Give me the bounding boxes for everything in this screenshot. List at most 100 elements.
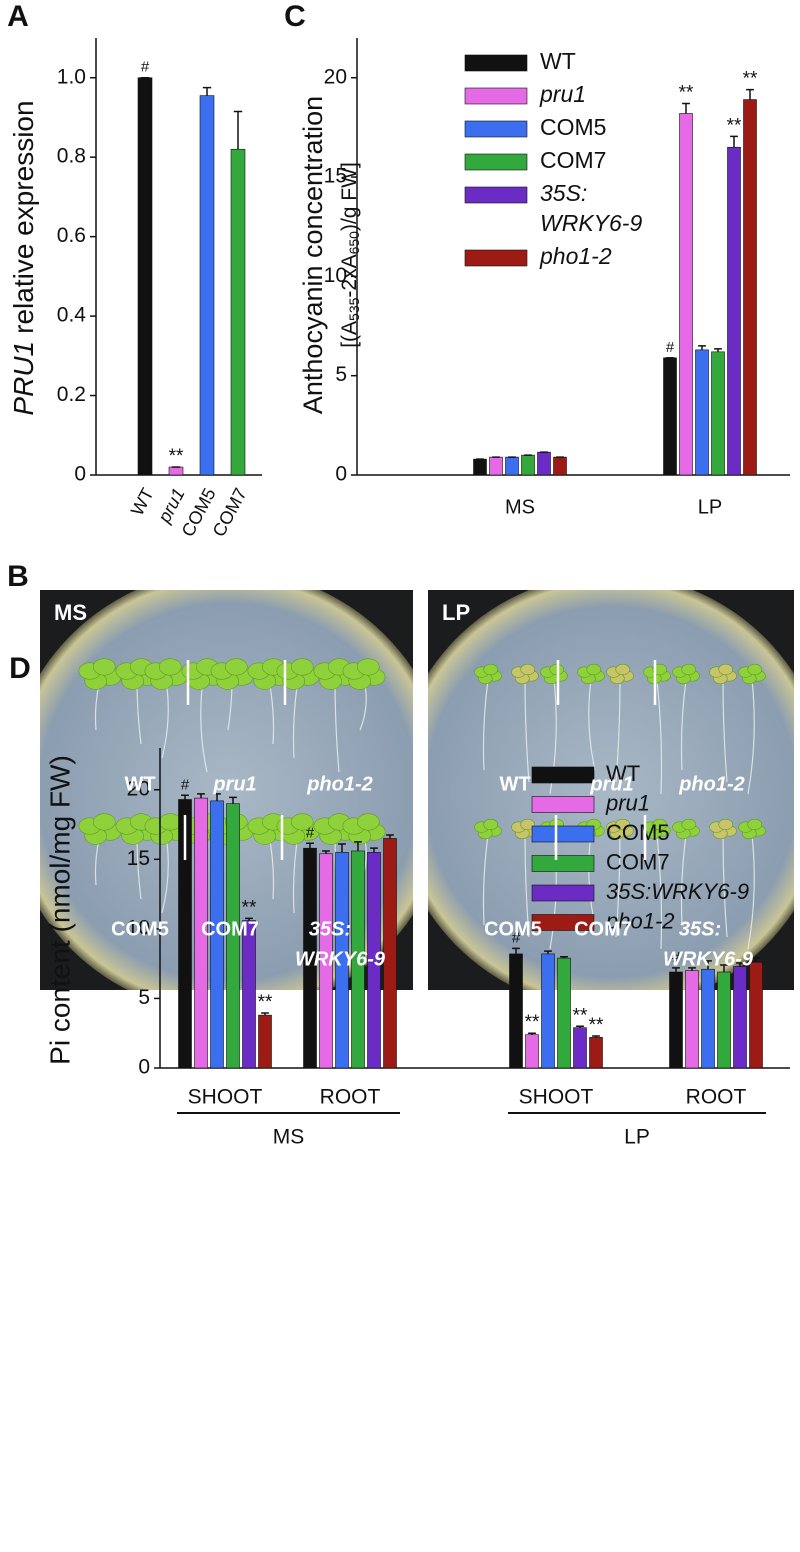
error-bar xyxy=(202,86,212,96)
genotype-label: WT xyxy=(499,773,530,795)
bar xyxy=(717,971,731,1069)
legend-label: COM7 xyxy=(606,849,670,874)
root xyxy=(656,834,663,950)
genotype-label: 35S: xyxy=(309,918,351,940)
legend-swatch xyxy=(531,825,595,843)
root xyxy=(524,834,530,938)
legend-swatch xyxy=(464,153,528,171)
root xyxy=(482,834,489,926)
group-label: LP xyxy=(624,1126,650,1149)
error-bar xyxy=(386,834,394,839)
bar xyxy=(199,95,215,476)
y-tick-label: 0 xyxy=(74,463,86,486)
y-tick-label: 0.4 xyxy=(57,304,87,327)
error-bar xyxy=(512,947,520,954)
significance-mark: ** xyxy=(727,115,742,136)
error-bar xyxy=(229,796,237,804)
legend-swatch xyxy=(464,249,528,267)
legend-swatch xyxy=(531,796,595,813)
legend-swatch xyxy=(464,120,528,138)
y-axis-title-rest: relative expression xyxy=(8,100,39,333)
legend-label-text: COM7 xyxy=(540,147,606,173)
genotype-label: pho1-2 xyxy=(306,773,373,795)
y-tick-label: 0.8 xyxy=(57,145,86,168)
x-tick-label: LP xyxy=(698,496,722,518)
genotype-label: COM5 xyxy=(484,918,542,940)
bar xyxy=(230,148,246,476)
leaf xyxy=(718,663,734,676)
group-label: MS xyxy=(273,1126,305,1149)
bar xyxy=(168,466,184,476)
y-tick-label: 20 xyxy=(324,65,347,88)
genotype-label: 35S: xyxy=(679,918,721,940)
leaf xyxy=(549,663,565,676)
leaf xyxy=(747,663,763,676)
bar xyxy=(727,146,741,476)
leaf xyxy=(483,818,499,831)
error-bar xyxy=(688,967,696,971)
leaf xyxy=(92,813,116,831)
leaf xyxy=(290,658,314,676)
y-axis-title: Pi content (nmol/mg FW) xyxy=(44,755,75,1065)
error-bar xyxy=(682,102,690,114)
bar xyxy=(743,99,757,476)
y-axis-title-part: [(A xyxy=(338,321,361,348)
y-axis-title: PRU1 relative expression xyxy=(8,100,39,415)
leaf xyxy=(747,818,763,831)
y-tick-label: 10 xyxy=(127,916,150,939)
root xyxy=(747,834,755,950)
y-tick-label: 0.2 xyxy=(57,383,86,406)
legend-swatch xyxy=(531,855,595,872)
significance-mark: # xyxy=(672,949,681,966)
legend-label: pru1 xyxy=(605,790,650,815)
bar xyxy=(521,454,535,476)
y-tick-label: 1.0 xyxy=(57,65,86,88)
bar xyxy=(669,971,683,1069)
y-axis-title-italic: PRU1 xyxy=(8,341,39,416)
genotype-label: pru1 xyxy=(212,773,256,795)
y-tick-label: 10 xyxy=(324,264,347,287)
legend-swatch xyxy=(531,766,595,784)
legend-label: pru1 xyxy=(539,81,586,107)
leaf xyxy=(92,658,116,676)
panel-label: D xyxy=(9,652,31,685)
panel-label: B xyxy=(7,560,29,593)
bar xyxy=(695,349,709,476)
bar xyxy=(541,953,555,1069)
genotype-label: COM7 xyxy=(574,918,632,940)
root xyxy=(615,834,621,938)
petri-dish xyxy=(428,590,794,990)
leaf xyxy=(290,813,314,831)
genotype-label: COM5 xyxy=(111,918,169,940)
plate-title: LP xyxy=(442,600,470,625)
x-tick-label: MS xyxy=(505,496,535,518)
legend-label: COM5 xyxy=(606,820,670,845)
leaf xyxy=(718,818,734,831)
x-tick-label: SHOOT xyxy=(188,1086,263,1109)
leaf xyxy=(356,658,380,676)
bar xyxy=(137,77,153,476)
error-bar xyxy=(746,88,754,100)
bar xyxy=(749,961,763,1069)
y-tick-label: 15 xyxy=(324,165,347,188)
leaf xyxy=(586,663,602,676)
bar xyxy=(589,1037,603,1069)
significance-mark: ** xyxy=(525,1012,540,1033)
bar xyxy=(573,1027,587,1069)
root xyxy=(680,834,687,926)
legend-swatch xyxy=(464,54,528,72)
significance-mark: ** xyxy=(258,992,273,1013)
legend-label: pho1-2 xyxy=(539,243,612,269)
error-bar xyxy=(197,793,205,799)
genotype-label: WRKY6-9 xyxy=(663,948,754,970)
legend-swatch xyxy=(531,884,595,902)
error-bar xyxy=(306,842,314,849)
y-axis-title-part: -2xA xyxy=(338,254,361,297)
bar xyxy=(701,968,715,1069)
legend-label-text: COM5 xyxy=(540,114,606,140)
plate-title: MS xyxy=(54,600,87,625)
error-bar xyxy=(736,962,744,967)
legend-swatch xyxy=(464,186,528,204)
significance-mark: ** xyxy=(169,446,184,467)
